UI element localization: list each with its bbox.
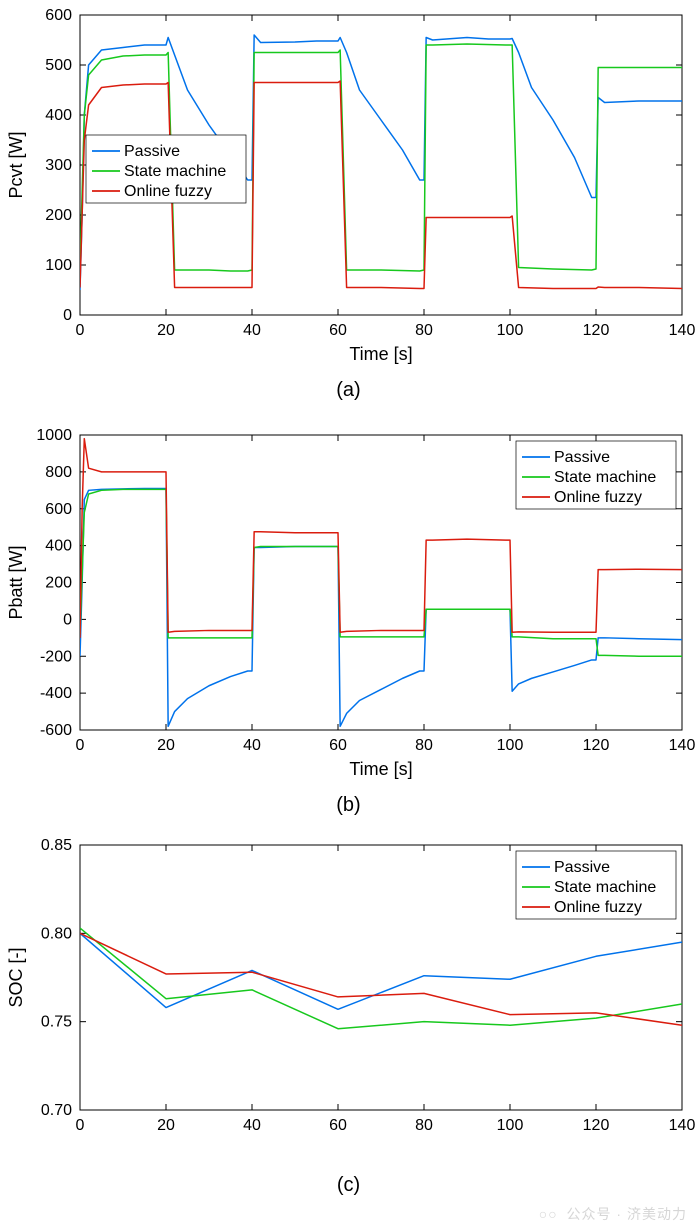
- page-root: 0204060801001201400100200300400500600Tim…: [0, 0, 697, 1230]
- svg-text:200: 200: [45, 207, 72, 224]
- chart-c-sublabel: (c): [0, 1174, 697, 1197]
- svg-text:Passive: Passive: [554, 449, 610, 466]
- svg-text:100: 100: [497, 1117, 524, 1134]
- svg-text:0.70: 0.70: [41, 1102, 72, 1119]
- svg-text:20: 20: [157, 1117, 175, 1134]
- svg-text:Pbatt [W]: Pbatt [W]: [6, 545, 26, 619]
- svg-text:State machine: State machine: [554, 879, 656, 896]
- svg-text:600: 600: [45, 501, 72, 518]
- watermark-text: 公众号 · 济美动力: [567, 1206, 687, 1222]
- svg-text:80: 80: [415, 737, 433, 754]
- svg-text:-600: -600: [40, 722, 72, 739]
- svg-text:140: 140: [669, 1117, 696, 1134]
- wechat-icon: ○○: [539, 1206, 558, 1222]
- svg-text:40: 40: [243, 737, 261, 754]
- svg-text:State machine: State machine: [124, 163, 226, 180]
- svg-text:Time [s]: Time [s]: [349, 759, 412, 779]
- chart-a-panel: 0 20 40 60 80 100 120 140 0 100 200 300 400 500 600 Tim…: [0, 0, 697, 410]
- chart-b-sublabel: (b): [0, 794, 697, 817]
- svg-text:60: 60: [329, 1117, 347, 1134]
- svg-text:Pcvt [W]: Pcvt [W]: [6, 132, 26, 199]
- svg-text:20: 20: [157, 322, 175, 339]
- svg-text:100: 100: [45, 257, 72, 274]
- svg-text:-200: -200: [40, 648, 72, 665]
- svg-text:200: 200: [45, 575, 72, 592]
- svg-text:0: 0: [63, 307, 72, 324]
- chart-a-sublabel: (a): [0, 379, 697, 402]
- svg-text:0.75: 0.75: [41, 1014, 72, 1031]
- svg-text:80: 80: [415, 322, 433, 339]
- svg-text:140: 140: [669, 322, 696, 339]
- chart-b-panel: 0 20 40 60 80 100 120 140 -600 -400 -200 0 200 400 600…: [0, 420, 697, 830]
- svg-text:Passive: Passive: [554, 859, 610, 876]
- svg-text:40: 40: [243, 322, 261, 339]
- svg-text:60: 60: [329, 737, 347, 754]
- svg-text:State machine: State machine: [554, 469, 656, 486]
- chart-c-panel: 0 20 40 60 80 100 120 140 0.70 0.75 0.80 0.85 SOC [-…: [0, 830, 697, 1210]
- svg-text:Online fuzzy: Online fuzzy: [554, 899, 642, 916]
- svg-text:300: 300: [45, 157, 72, 174]
- svg-text:Passive: Passive: [124, 143, 180, 160]
- watermark: ○○ 公众号 · 济美动力: [539, 1204, 687, 1224]
- svg-text:100: 100: [497, 737, 524, 754]
- svg-text:1000: 1000: [36, 427, 72, 444]
- svg-text:400: 400: [45, 107, 72, 124]
- svg-text:120: 120: [583, 737, 610, 754]
- chart-a: 0 20 40 60 80 100 120 140 0 100 200 300 400 500 600 Tim…: [0, 0, 697, 375]
- svg-text:0: 0: [76, 322, 85, 339]
- svg-text:SOC [-]: SOC [-]: [6, 947, 26, 1007]
- svg-text:140: 140: [669, 737, 696, 754]
- svg-text:400: 400: [45, 538, 72, 555]
- svg-text:0.80: 0.80: [41, 925, 72, 942]
- chart-c: 0 20 40 60 80 100 120 140 0.70 0.75 0.80 0.85 SOC [-…: [0, 830, 697, 1170]
- chart-b: 0 20 40 60 80 100 120 140 -600 -400 -200 0 200 400 600…: [0, 420, 697, 790]
- svg-text:800: 800: [45, 464, 72, 481]
- svg-text:500: 500: [45, 57, 72, 74]
- svg-text:100: 100: [497, 322, 524, 339]
- svg-text:Online fuzzy: Online fuzzy: [124, 183, 212, 200]
- svg-text:0: 0: [76, 737, 85, 754]
- svg-text:20: 20: [157, 737, 175, 754]
- svg-text:-400: -400: [40, 685, 72, 702]
- svg-text:600: 600: [45, 7, 72, 24]
- svg-text:120: 120: [583, 1117, 610, 1134]
- svg-text:40: 40: [243, 1117, 261, 1134]
- svg-text:120: 120: [583, 322, 610, 339]
- svg-text:Online fuzzy: Online fuzzy: [554, 489, 642, 506]
- svg-text:0: 0: [76, 1117, 85, 1134]
- svg-text:0: 0: [63, 611, 72, 628]
- svg-text:60: 60: [329, 322, 347, 339]
- svg-text:0.85: 0.85: [41, 837, 72, 854]
- svg-text:80: 80: [415, 1117, 433, 1134]
- svg-text:Time [s]: Time [s]: [349, 344, 412, 364]
